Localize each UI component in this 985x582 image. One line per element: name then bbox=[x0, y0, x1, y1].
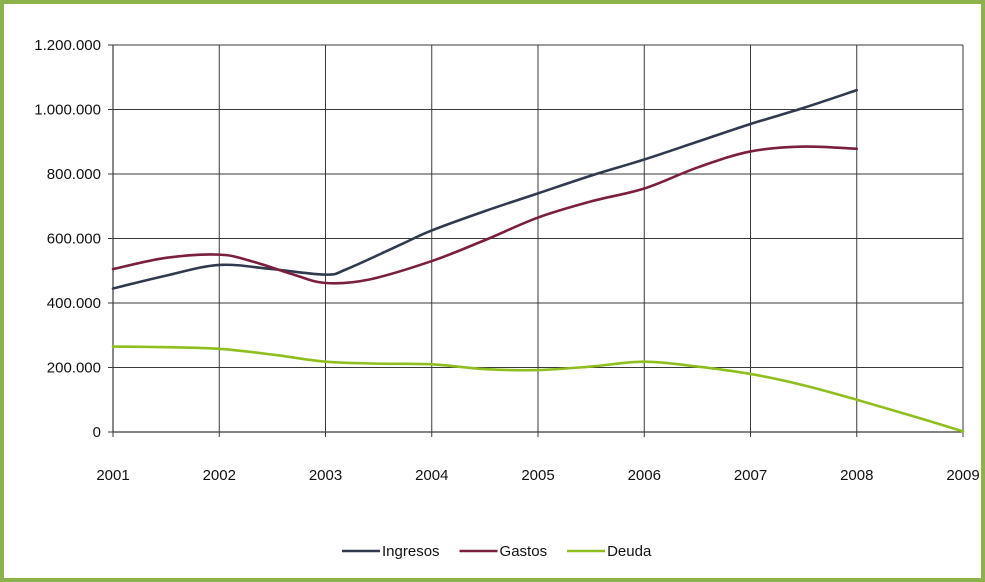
y-tick-label: 1.200.000 bbox=[34, 37, 101, 54]
y-tick-label: 200.000 bbox=[47, 360, 101, 377]
series-line-gastos bbox=[111, 145, 859, 285]
series-line-deuda bbox=[111, 345, 965, 433]
y-tick-labels: 0 200.000 400.000 600.000 800.000 1.000.000 1.… bbox=[34, 37, 101, 441]
x-tick-label: 2005 bbox=[521, 467, 554, 484]
y-tick-label: 600.000 bbox=[47, 231, 101, 248]
legend: Ingresos Gastos Deuda bbox=[342, 543, 652, 560]
x-tick-label: 2004 bbox=[415, 467, 448, 484]
x-tick-label: 2002 bbox=[203, 467, 236, 484]
x-tick-label: 2008 bbox=[840, 467, 873, 484]
gridlines bbox=[113, 44, 964, 432]
legend-label-ingresos: Ingresos bbox=[382, 543, 440, 560]
x-tick-label: 2007 bbox=[734, 467, 767, 484]
y-tick-label: 1.000.000 bbox=[34, 102, 101, 119]
x-tick-label: 2001 bbox=[96, 467, 129, 484]
y-tick-label: 800.000 bbox=[47, 166, 101, 183]
axes bbox=[108, 44, 964, 437]
legend-label-deuda: Deuda bbox=[607, 543, 652, 560]
y-tick-label: 0 bbox=[93, 424, 101, 441]
x-tick-label: 2009 bbox=[946, 467, 979, 484]
x-tick-label: 2003 bbox=[309, 467, 342, 484]
series-lines bbox=[111, 88, 965, 433]
y-tick-label: 400.000 bbox=[47, 295, 101, 312]
series-line-ingresos bbox=[111, 88, 859, 290]
legend-label-gastos: Gastos bbox=[500, 543, 548, 560]
x-tick-labels: 2001 2002 2003 2004 2005 2006 2007 2008 2009 bbox=[96, 467, 979, 484]
x-tick-label: 2006 bbox=[628, 467, 661, 484]
